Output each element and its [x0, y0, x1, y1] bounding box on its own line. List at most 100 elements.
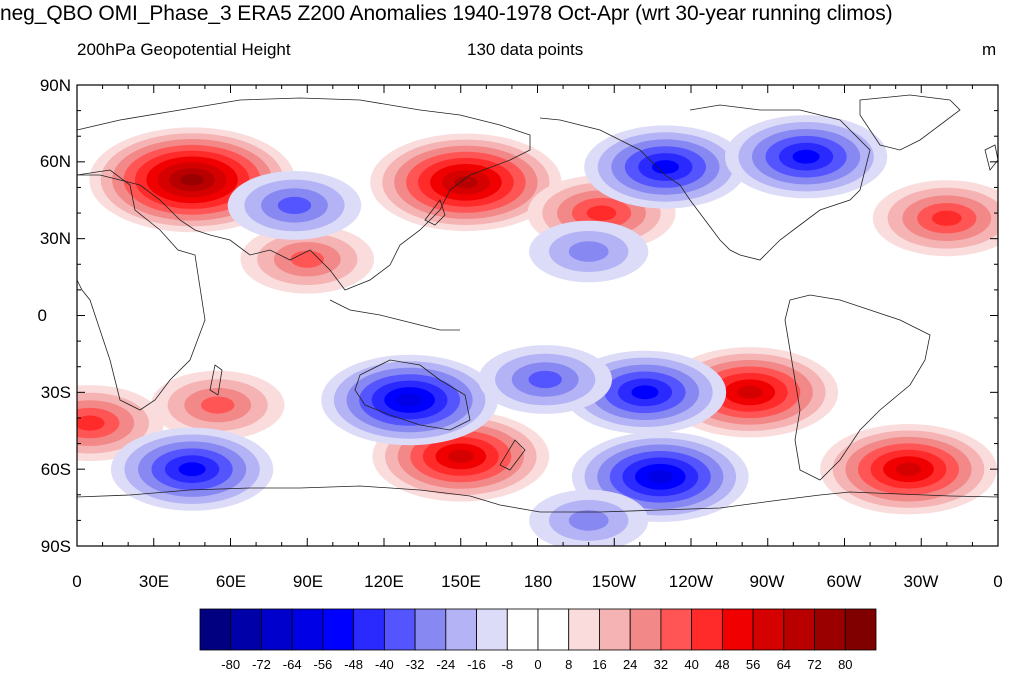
- colorbar-swatch-12: [568, 608, 600, 651]
- lon-label-120e: 120E: [364, 572, 404, 591]
- lat-label-90s: 90S: [40, 537, 71, 556]
- colorbar-label: -32: [405, 657, 425, 672]
- lon-label-60e: 60E: [215, 572, 247, 591]
- coastline-africa: [77, 169, 206, 411]
- coastline-madagascar: [209, 364, 223, 396]
- anomaly-contour-pos-6-7: [448, 449, 474, 463]
- anomaly-contour-pos-2-4: [290, 250, 324, 268]
- coastline-antarctica: [77, 485, 998, 513]
- colorbar-swatch-6: [383, 608, 416, 651]
- colorbar-swatch-19: [783, 608, 815, 651]
- lat-label-60n: 60N: [39, 152, 71, 171]
- colorbar-label: 24: [622, 657, 638, 672]
- colorbar-label: -24: [436, 657, 456, 672]
- colorbar-label: 32: [653, 657, 669, 672]
- colorbar-swatch-17: [721, 608, 754, 651]
- colorbar-swatch-2: [261, 608, 293, 651]
- colorbar-label: -16: [467, 657, 486, 672]
- colorbar-label: 48: [715, 657, 730, 672]
- anomaly-contour-pos-5-7: [737, 385, 763, 399]
- lon-label-150w: 150W: [591, 572, 637, 591]
- anomaly-contour-neg-16-6: [178, 462, 206, 477]
- lat-label-0: 0: [37, 306, 47, 325]
- colorbar-swatch-15: [660, 608, 693, 651]
- anomaly-contour-neg-12-6: [792, 149, 820, 164]
- units-label: m: [982, 40, 997, 59]
- colorbar-swatch-13: [599, 608, 631, 651]
- coastline-australia: [354, 359, 471, 431]
- coastlines: [77, 94, 998, 513]
- lat-label-90n: 90N: [39, 76, 71, 95]
- colorbar-label: -56: [313, 657, 333, 672]
- colorbar-swatch-0: [199, 608, 232, 651]
- colorbar-label: -40: [374, 657, 394, 672]
- lon-label-0-east: 0: [993, 572, 1003, 591]
- lon-label-150e: 150E: [441, 572, 481, 591]
- colorbar-swatch-5: [353, 608, 385, 651]
- coastline-north-america: [539, 104, 871, 261]
- anomaly-contour-pos-3-5: [586, 205, 617, 221]
- colorbar-swatch-10: [506, 608, 539, 651]
- colorbar-label: 0: [534, 657, 542, 672]
- colorbar-label: -64: [282, 657, 302, 672]
- anomaly-contour-neg-17-4: [528, 370, 562, 389]
- lon-label-120w: 120W: [668, 572, 714, 591]
- coastline-eurasia: [77, 97, 531, 291]
- anomaly-contour-neg-18-3: [568, 241, 609, 262]
- anomaly-contour-pos-9-4: [201, 396, 235, 414]
- colorbar-swatch-8: [445, 608, 477, 651]
- colorbar-swatch-9: [476, 608, 508, 651]
- center-subtitle: 130 data points: [467, 40, 584, 59]
- anomaly-contour-pos-8-5: [77, 415, 105, 431]
- colorbar-swatch-7: [414, 608, 447, 651]
- colorbar-swatch-1: [230, 608, 262, 651]
- anomaly-contour-neg-13-7: [397, 393, 423, 407]
- lon-label-30e: 30E: [138, 572, 170, 591]
- anomaly-contour-pos-0-9: [180, 174, 204, 186]
- colorbar-label: 40: [684, 657, 699, 672]
- axis-ticks: [76, 84, 999, 547]
- colorbar-swatch-3: [291, 608, 324, 651]
- coastline-uk: [984, 144, 998, 171]
- anomaly-contour-neg-14-6: [631, 385, 659, 400]
- colorbar-label: -8: [501, 657, 514, 672]
- colorbar-label: -72: [252, 657, 271, 672]
- colorbar-swatch-11: [537, 608, 570, 651]
- coastline-japan: [424, 199, 446, 226]
- colorbar-swatch-20: [814, 608, 846, 651]
- colorbar-label: 80: [838, 657, 853, 672]
- anomaly-contour-pos-1-8: [454, 176, 478, 189]
- anomaly-field: [77, 115, 998, 546]
- colorbar-label: 56: [745, 657, 761, 672]
- coastline-south-america: [784, 294, 931, 481]
- colorbar-label: -48: [344, 657, 363, 672]
- anomaly-contour-neg-19-3: [568, 510, 609, 531]
- plot-title: neg_QBO OMI_Phase_3 ERA5 Z200 Anomalies …: [0, 2, 893, 25]
- coastline-new-zealand: [499, 439, 526, 471]
- colorbar-label: -80: [221, 657, 241, 672]
- anomaly-contour-pos-4-5: [932, 210, 962, 226]
- coastline-greenland: [859, 94, 961, 151]
- colorbar-swatch-21: [844, 608, 877, 651]
- lat-label-30n: 30N: [39, 229, 71, 248]
- coastline-indonesia: [329, 299, 460, 331]
- lon-label-0: 0: [72, 572, 82, 591]
- lat-label-60s: 60S: [40, 460, 71, 479]
- colorbar-swatch-4: [322, 608, 355, 651]
- colorbar-label: 8: [565, 657, 573, 672]
- anomaly-contour-neg-10-4: [277, 196, 312, 214]
- colorbar: [199, 608, 877, 651]
- lon-label-30w: 30W: [903, 572, 939, 591]
- colorbar-swatch-18: [752, 608, 785, 651]
- lon-label-90w: 90W: [749, 572, 785, 591]
- lon-label-180: 180: [523, 572, 553, 591]
- colorbar-label: 64: [776, 657, 792, 672]
- lon-label-60w: 60W: [826, 572, 862, 591]
- colorbar-swatch-14: [629, 608, 662, 651]
- lat-label-30s: 30S: [40, 383, 71, 402]
- anomaly-contour-neg-15-7: [647, 470, 673, 484]
- left-subtitle: 200hPa Geopotential Height: [77, 40, 291, 59]
- colorbar-label: 16: [592, 657, 607, 672]
- colorbar-swatch-16: [691, 608, 723, 651]
